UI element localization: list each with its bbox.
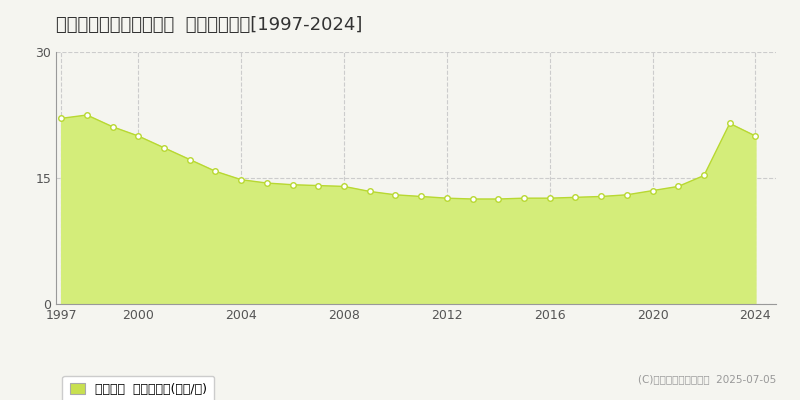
Legend: 基準地価  平均坪単価(万円/坪): 基準地価 平均坪単価(万円/坪) <box>62 376 214 400</box>
Text: 札幌市手稲区新発寒七条  基準地価推移[1997-2024]: 札幌市手稲区新発寒七条 基準地価推移[1997-2024] <box>56 16 362 34</box>
Text: (C)土地価格ドットコム  2025-07-05: (C)土地価格ドットコム 2025-07-05 <box>638 374 776 384</box>
